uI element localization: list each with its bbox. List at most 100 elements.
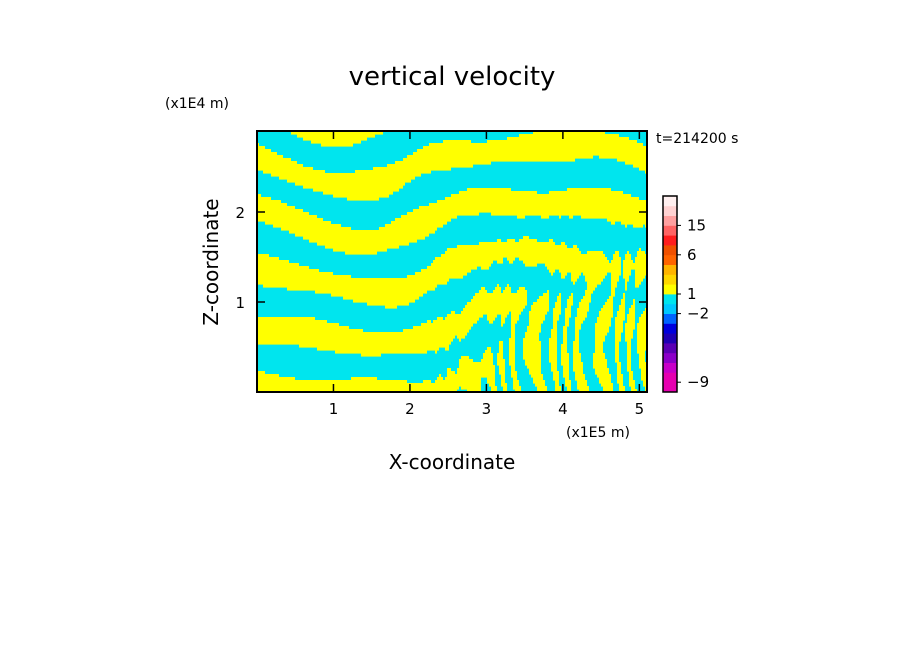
- field-positive-cell: [403, 158, 575, 162]
- field-positive-cell: [561, 359, 569, 363]
- field-positive-cell: [525, 332, 539, 336]
- field-positive-cell: [619, 386, 625, 390]
- field-positive-cell: [565, 377, 569, 381]
- field-positive-cell: [643, 311, 647, 315]
- field-positive-cell: [623, 263, 647, 267]
- field-positive-cell: [577, 308, 589, 312]
- field-positive-cell: [509, 260, 513, 264]
- field-positive-cell: [423, 380, 431, 384]
- field-positive-cell: [507, 284, 509, 288]
- field-positive-cell: [459, 359, 473, 363]
- field-positive-cell: [537, 299, 549, 303]
- field-positive-cell: [529, 314, 545, 318]
- field-positive-cell: [551, 368, 557, 372]
- field-positive-cell: [257, 161, 297, 165]
- field-positive-cell: [257, 263, 299, 267]
- field-positive-cell: [575, 332, 579, 336]
- field-positive-cell: [501, 377, 505, 381]
- field-positive-cell: [529, 368, 541, 372]
- field-positive-cell: [287, 287, 435, 291]
- field-positive-cell: [587, 251, 603, 255]
- field-positive-cell: [557, 296, 561, 300]
- field-positive-cell: [637, 326, 647, 330]
- field-positive-cell: [639, 353, 645, 357]
- field-positive-cell: [519, 287, 525, 291]
- field-positive-cell: [527, 326, 541, 330]
- field-positive-cell: [643, 380, 647, 384]
- field-positive-cell: [615, 338, 621, 342]
- field-positive-cell: [257, 329, 363, 333]
- field-positive-cell: [497, 239, 501, 243]
- colorbar-segment: [663, 196, 677, 207]
- field-positive-cell: [599, 377, 611, 381]
- field-positive-cell: [257, 260, 289, 264]
- field-positive-cell: [257, 218, 323, 222]
- y-unit-label: (x1E4 m): [165, 96, 229, 112]
- field-positive-cell: [549, 353, 557, 357]
- field-positive-cell: [513, 386, 521, 390]
- field-positive-cell: [511, 368, 515, 372]
- field-positive-cell: [423, 146, 647, 150]
- field-positive-cell: [611, 221, 615, 225]
- field-positive-cell: [511, 320, 517, 324]
- colorbar-segment: [663, 372, 677, 383]
- field-positive-cell: [549, 347, 557, 351]
- field-positive-cell: [433, 260, 493, 264]
- field-positive-cell: [573, 281, 575, 285]
- field-positive-cell: [403, 329, 469, 333]
- field-positive-cell: [637, 323, 647, 327]
- field-positive-cell: [501, 374, 505, 378]
- field-positive-cell: [561, 272, 567, 276]
- field-positive-cell: [517, 215, 525, 219]
- field-positive-cell: [447, 248, 579, 252]
- colorbar-segment: [663, 313, 677, 324]
- field-positive-cell: [639, 167, 647, 171]
- field-positive-cell: [633, 299, 635, 303]
- field-positive-cell: [565, 383, 571, 387]
- field-positive-cell: [321, 143, 353, 147]
- field-positive-cell: [509, 341, 515, 345]
- field-positive-cell: [457, 368, 495, 372]
- field-positive-cell: [575, 371, 583, 375]
- field-positive-cell: [565, 380, 571, 384]
- field-positive-cell: [577, 311, 587, 315]
- colorbar-segment: [663, 215, 677, 226]
- field-positive-cell: [563, 341, 567, 345]
- field-positive-cell: [511, 326, 515, 330]
- field-positive-cell: [611, 278, 619, 282]
- field-positive-cell: [421, 269, 471, 273]
- field-positive-cell: [605, 302, 613, 306]
- y-tick-label: 1: [235, 294, 245, 312]
- field-positive-cell: [553, 374, 559, 378]
- field-positive-cell: [499, 371, 505, 375]
- field-positive-cell: [573, 347, 579, 351]
- field-positive-cell: [523, 260, 609, 264]
- field-positive-cell: [515, 389, 521, 392]
- field-positive-cell: [625, 257, 631, 261]
- field-positive-cell: [457, 245, 567, 249]
- field-positive-cell: [565, 311, 571, 315]
- field-positive-cell: [553, 308, 561, 312]
- field-positive-cell: [563, 332, 567, 336]
- field-positive-cell: [575, 326, 581, 330]
- field-positive-cell: [595, 332, 607, 336]
- field-positive-cell: [585, 278, 603, 282]
- field-positive-cell: [499, 341, 503, 345]
- field-positive-cell: [569, 296, 573, 300]
- field-positive-cell: [637, 251, 645, 255]
- field-positive-cell: [627, 341, 631, 345]
- field-positive-cell: [587, 287, 595, 291]
- field-positive-cell: [311, 140, 361, 144]
- field-positive-cell: [537, 389, 547, 392]
- field-positive-cell: [529, 311, 547, 315]
- field-positive-cell: [491, 389, 497, 392]
- field-positive-cell: [309, 239, 417, 243]
- x-axis-label: X-coordinate: [389, 450, 516, 474]
- field-positive-cell: [615, 326, 623, 330]
- field-positive-cell: [263, 170, 325, 174]
- field-positive-cell: [535, 383, 545, 387]
- field-positive-cell: [561, 353, 569, 357]
- field-positive-cell: [479, 290, 487, 294]
- field-positive-cell: [563, 371, 569, 375]
- field-positive-cell: [487, 380, 495, 384]
